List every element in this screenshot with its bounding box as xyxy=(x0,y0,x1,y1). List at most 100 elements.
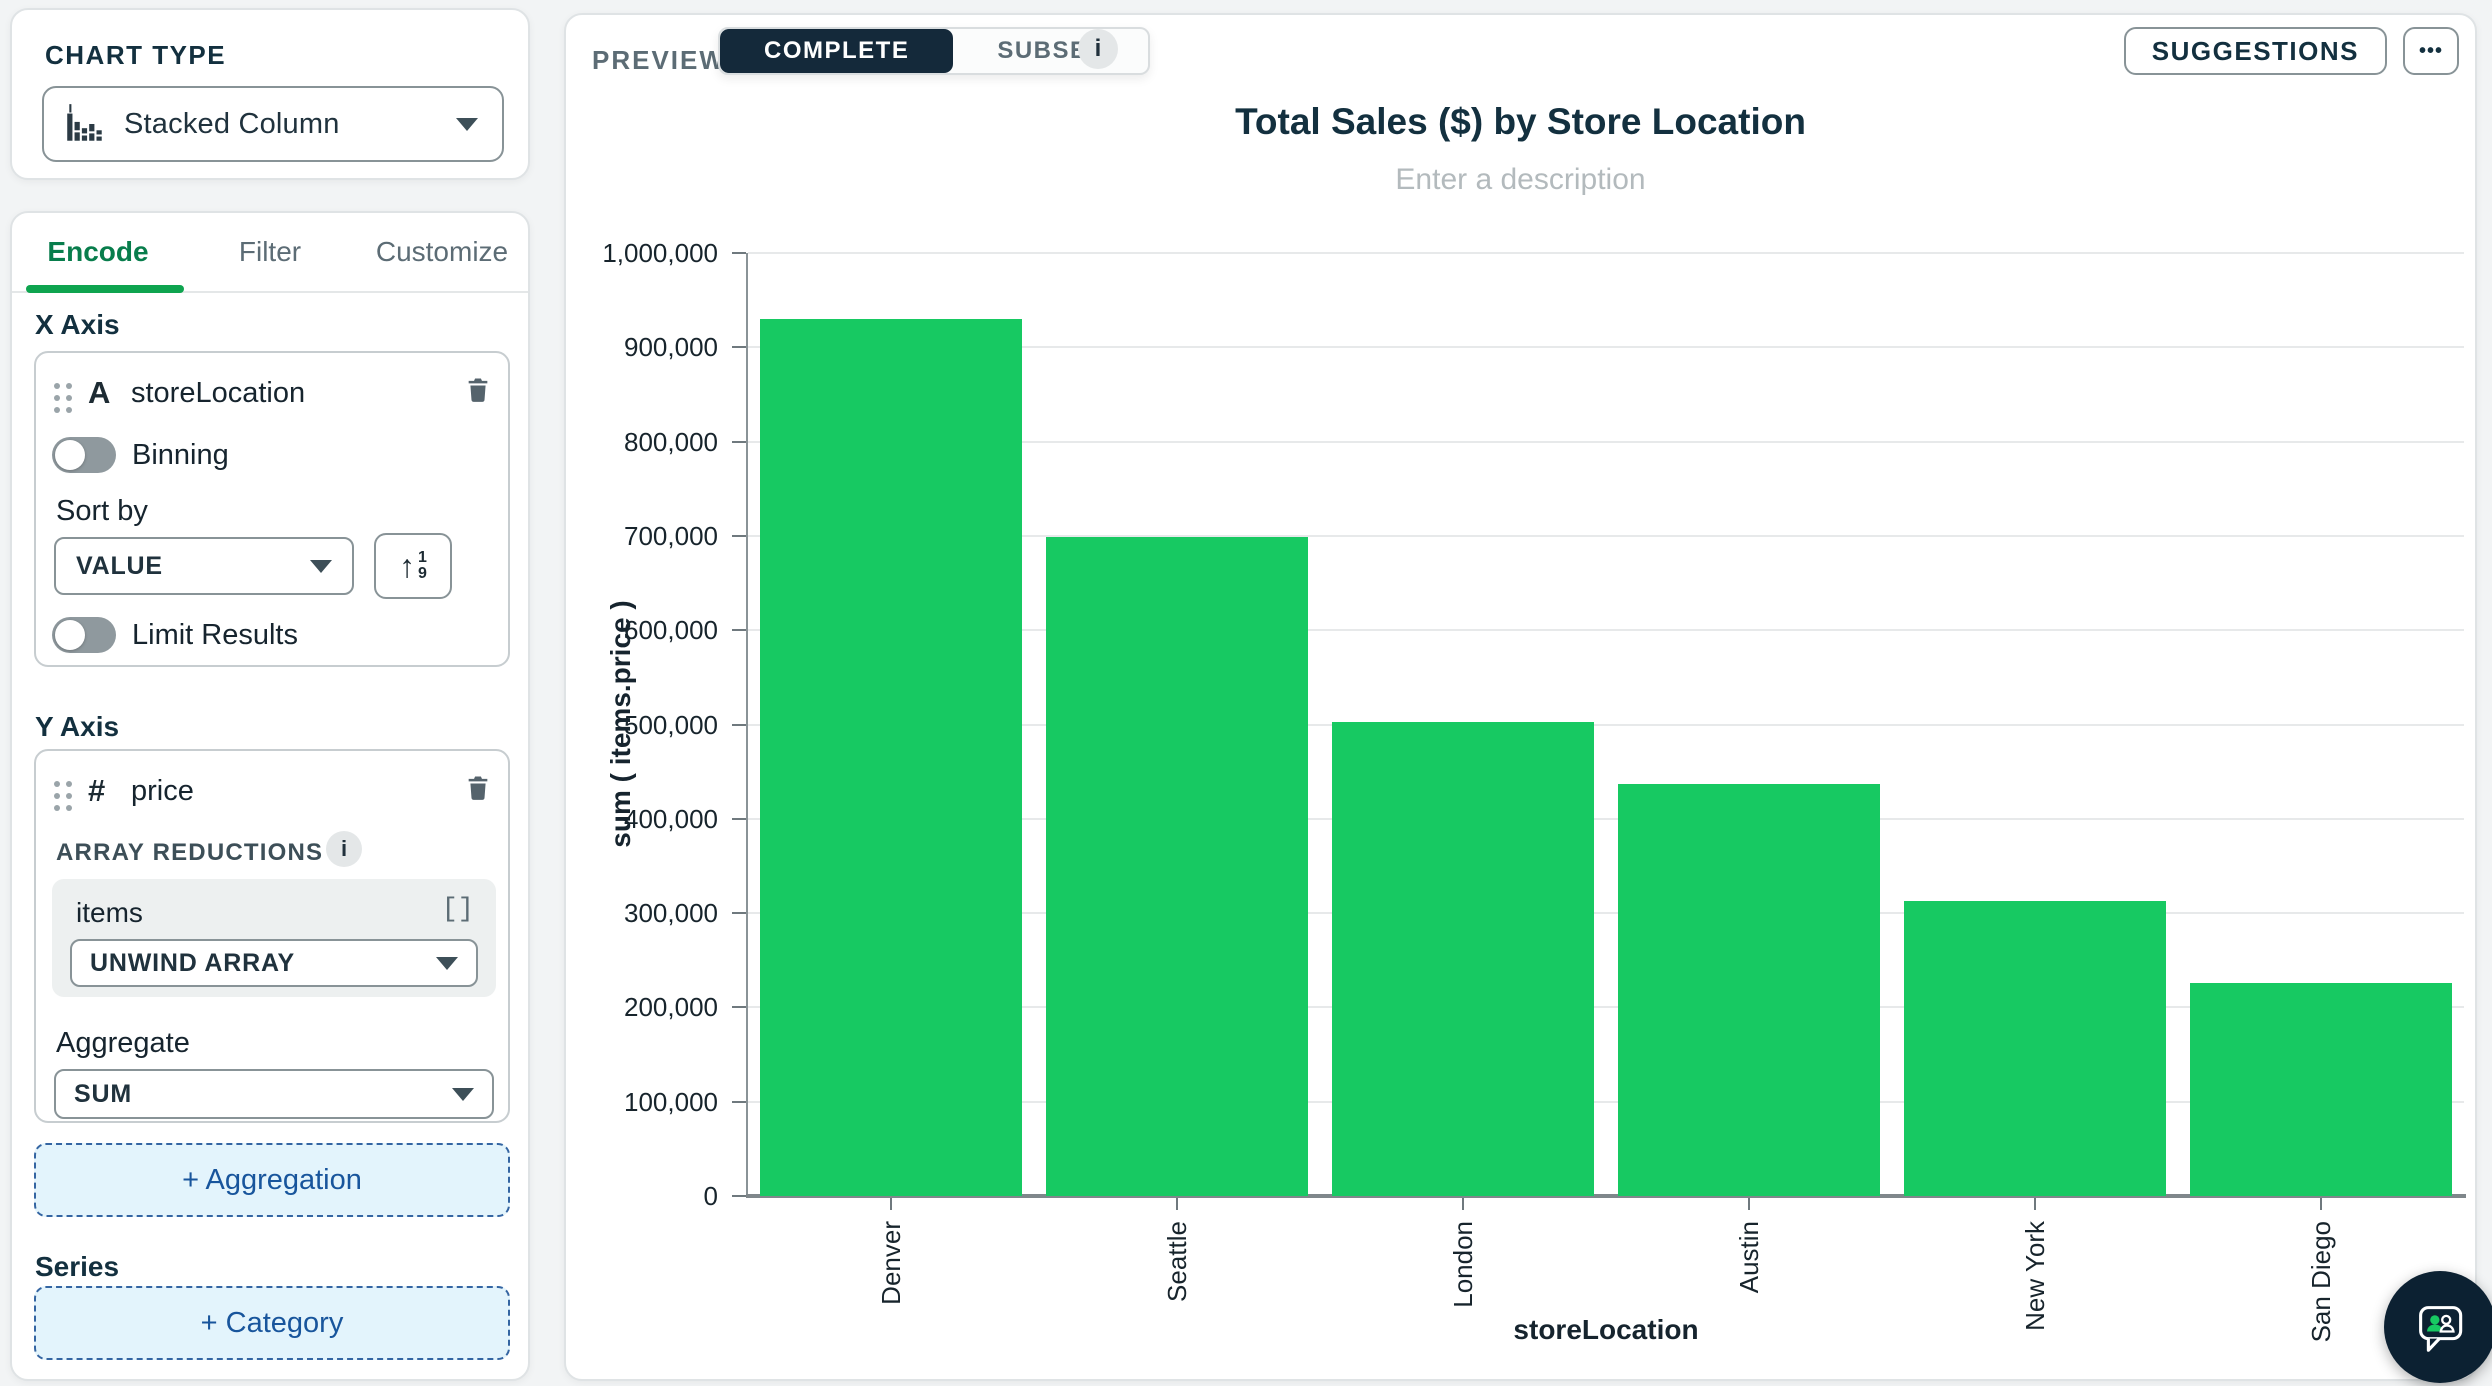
bar-london[interactable] xyxy=(1332,721,1594,1196)
toggle-knob xyxy=(55,440,85,470)
x-tick-mark xyxy=(2034,1198,2036,1210)
chevron-down-icon xyxy=(436,956,458,970)
y-axis-field-card: # price ARRAY REDUCTIONS i items [] UNWI… xyxy=(34,749,510,1123)
array-brackets-icon: [] xyxy=(441,895,474,925)
segment-complete[interactable]: COMPLETE xyxy=(720,29,954,73)
x-axis-line xyxy=(746,1194,2466,1198)
people-chat-icon xyxy=(2419,1306,2463,1352)
x-tick-mark xyxy=(890,1198,892,1210)
array-reduction-value: UNWIND ARRAY xyxy=(90,948,295,977)
gridline xyxy=(748,912,2464,915)
x-tick-label: London xyxy=(1448,1221,1478,1308)
chart-type-select[interactable]: Stacked Column xyxy=(42,86,504,162)
limit-results-label: Limit Results xyxy=(132,619,298,651)
x-tick-mark xyxy=(1462,1198,1464,1210)
aggregate-label: Aggregate xyxy=(56,1027,190,1059)
chart-description-placeholder[interactable]: Enter a description xyxy=(1395,163,1646,196)
sort-by-value: VALUE xyxy=(76,551,163,580)
y-tick-label: 200,000 xyxy=(624,992,718,1023)
y-tick-label: 800,000 xyxy=(624,426,718,457)
array-reductions-info-icon[interactable]: i xyxy=(326,831,362,867)
y-tick-mark xyxy=(732,817,746,820)
tab-filter[interactable]: Filter xyxy=(184,213,356,291)
string-type-icon: A xyxy=(88,375,111,410)
binning-toggle[interactable] xyxy=(52,437,116,473)
more-menu-button[interactable]: ••• xyxy=(2403,27,2459,75)
delete-x-field-button[interactable] xyxy=(464,373,492,408)
bar-denver[interactable] xyxy=(760,319,1022,1196)
bar-san-diego[interactable] xyxy=(2190,982,2452,1196)
segment-subset[interactable]: SUBSET xyxy=(953,29,1147,73)
sort-by-label: Sort by xyxy=(56,495,148,527)
gridline xyxy=(748,440,2464,443)
tab-filter-label: Filter xyxy=(238,236,302,267)
number-type-icon: # xyxy=(88,773,106,808)
trash-icon xyxy=(468,378,488,402)
y-tick-mark xyxy=(732,1100,746,1103)
chart-preview-card: PREVIEW COMPLETE SUBSET i SUGGESTIONS ••… xyxy=(564,13,2477,1381)
tab-encode[interactable]: Encode xyxy=(12,213,184,293)
limit-results-toggle[interactable] xyxy=(52,617,116,653)
stacked-column-icon xyxy=(62,101,108,147)
aggregate-value: SUM xyxy=(74,1079,132,1108)
y-tick-label: 100,000 xyxy=(624,1086,718,1117)
bar-seattle[interactable] xyxy=(1046,536,1308,1196)
aggregate-select[interactable]: SUM xyxy=(54,1069,494,1119)
y-axis-heading: Y Axis xyxy=(35,711,120,742)
sort-ascending-icon: ↑ xyxy=(399,548,416,584)
tab-bar: Encode Filter Customize xyxy=(12,213,528,293)
chat-fab[interactable] xyxy=(2384,1271,2492,1383)
y-tick-mark xyxy=(732,346,746,349)
array-field-name: items xyxy=(76,897,143,928)
binning-label: Binning xyxy=(132,439,229,471)
drag-handle-icon[interactable] xyxy=(54,383,60,389)
gridline xyxy=(748,1006,2464,1009)
x-axis-title: storeLocation xyxy=(1513,1314,1699,1345)
gridline xyxy=(748,1100,2464,1103)
add-category-button[interactable]: + Category xyxy=(34,1286,510,1360)
y-tick-label: 600,000 xyxy=(624,615,718,646)
bar-austin[interactable] xyxy=(1618,783,1880,1196)
preview-info-icon[interactable]: i xyxy=(1078,29,1118,69)
array-reduction-select[interactable]: UNWIND ARRAY xyxy=(70,939,478,987)
gridline xyxy=(748,629,2464,632)
preview-label: PREVIEW xyxy=(592,45,726,75)
y-tick-label: 0 xyxy=(703,1181,718,1211)
gridline xyxy=(748,534,2464,537)
x-tick-label: New York xyxy=(2020,1221,2050,1331)
gridline xyxy=(748,252,2464,254)
y-tick-mark xyxy=(732,912,746,915)
chevron-down-icon xyxy=(452,1087,474,1101)
x-tick-mark xyxy=(1176,1198,1178,1210)
chart-type-panel: CHART TYPE Stacked Column xyxy=(10,8,530,180)
drag-handle-icon[interactable] xyxy=(54,781,60,787)
delete-y-field-button[interactable] xyxy=(464,771,492,806)
suggestions-button[interactable]: SUGGESTIONS xyxy=(2123,27,2387,75)
x-axis-field-card: A storeLocation Binning Sort by VALUE ↑ … xyxy=(34,351,510,667)
y-tick-label: 300,000 xyxy=(624,898,718,929)
y-axis-line xyxy=(746,253,748,1196)
encode-panel: Encode Filter Customize X Axis A storeLo… xyxy=(10,211,530,1381)
y-tick-label: 1,000,000 xyxy=(602,238,718,268)
y-tick-mark xyxy=(732,534,746,537)
y-tick-mark xyxy=(732,723,746,726)
y-tick-mark xyxy=(732,629,746,632)
tab-encode-label: Encode xyxy=(47,236,149,267)
y-tick-label: 400,000 xyxy=(624,803,718,834)
tab-customize[interactable]: Customize xyxy=(356,213,528,291)
x-tick-mark xyxy=(2320,1198,2322,1210)
y-tick-label: 500,000 xyxy=(624,709,718,740)
gridline xyxy=(748,346,2464,349)
chart-type-label: CHART TYPE xyxy=(45,40,227,70)
sort-top-num: 1 xyxy=(418,549,427,566)
sort-direction-button[interactable]: ↑ 1 9 xyxy=(374,533,452,599)
x-tick-mark xyxy=(1748,1198,1750,1210)
array-reductions-label: ARRAY REDUCTIONS xyxy=(56,839,324,866)
chart-type-value: Stacked Column xyxy=(124,107,340,140)
sort-by-select[interactable]: VALUE xyxy=(54,537,354,595)
y-tick-mark xyxy=(732,440,746,443)
bar-new-york[interactable] xyxy=(1904,900,2166,1196)
chart-title[interactable]: Total Sales ($) by Store Location xyxy=(1235,101,1806,142)
bar-chart-plot: sum ( items.price ) storeLocation 0 100,0… xyxy=(602,238,2466,1345)
add-aggregation-button[interactable]: + Aggregation xyxy=(34,1143,510,1217)
